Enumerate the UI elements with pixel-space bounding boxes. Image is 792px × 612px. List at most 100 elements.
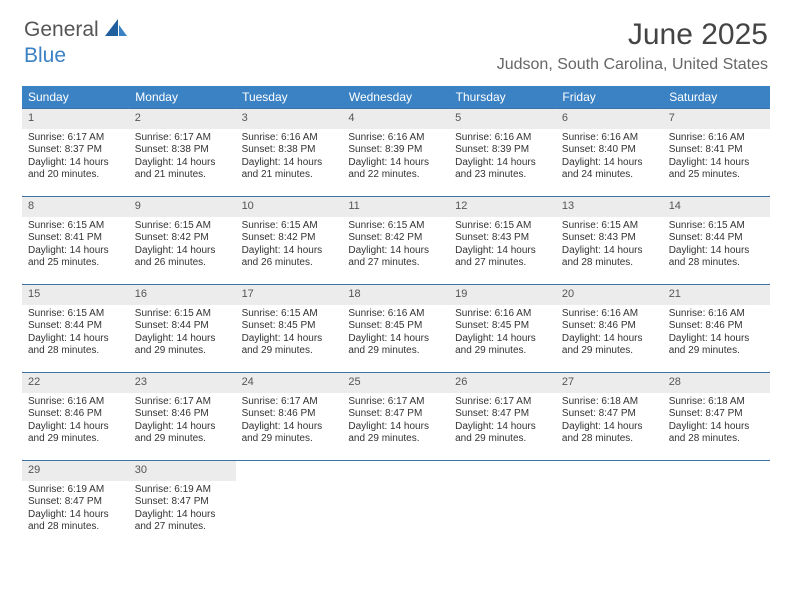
daylight-line: Daylight: 14 hours and 29 minutes. (135, 333, 230, 358)
logo-text-blue-wrap: Blue (26, 44, 66, 68)
sunrise-line: Sunrise: 6:17 AM (135, 396, 230, 409)
day-content: Sunrise: 6:16 AMSunset: 8:46 PMDaylight:… (663, 305, 770, 362)
daylight-line: Daylight: 14 hours and 23 minutes. (455, 157, 550, 182)
weekday-header: Tuesday (236, 86, 343, 109)
day-number: 15 (22, 285, 129, 305)
calendar-cell: 16Sunrise: 6:15 AMSunset: 8:44 PMDayligh… (129, 285, 236, 373)
sunrise-line: Sunrise: 6:18 AM (669, 396, 764, 409)
daylight-line: Daylight: 14 hours and 29 minutes. (669, 333, 764, 358)
calendar-cell: 8Sunrise: 6:15 AMSunset: 8:41 PMDaylight… (22, 197, 129, 285)
day-number: 25 (342, 373, 449, 393)
calendar-cell (342, 461, 449, 549)
sunset-line: Sunset: 8:38 PM (242, 144, 337, 157)
day-content: Sunrise: 6:16 AMSunset: 8:45 PMDaylight:… (449, 305, 556, 362)
calendar-cell: 14Sunrise: 6:15 AMSunset: 8:44 PMDayligh… (663, 197, 770, 285)
daylight-line: Daylight: 14 hours and 27 minutes. (348, 245, 443, 270)
day-content: Sunrise: 6:15 AMSunset: 8:42 PMDaylight:… (129, 217, 236, 274)
sunrise-line: Sunrise: 6:16 AM (669, 308, 764, 321)
day-content: Sunrise: 6:17 AMSunset: 8:37 PMDaylight:… (22, 129, 129, 186)
sunrise-line: Sunrise: 6:17 AM (242, 396, 337, 409)
sunrise-line: Sunrise: 6:15 AM (28, 220, 123, 233)
calendar-cell: 26Sunrise: 6:17 AMSunset: 8:47 PMDayligh… (449, 373, 556, 461)
sunrise-line: Sunrise: 6:16 AM (28, 396, 123, 409)
calendar-cell: 25Sunrise: 6:17 AMSunset: 8:47 PMDayligh… (342, 373, 449, 461)
sunrise-line: Sunrise: 6:15 AM (242, 308, 337, 321)
sunset-line: Sunset: 8:47 PM (669, 408, 764, 421)
calendar-cell: 21Sunrise: 6:16 AMSunset: 8:46 PMDayligh… (663, 285, 770, 373)
daylight-line: Daylight: 14 hours and 29 minutes. (242, 333, 337, 358)
calendar-cell (663, 461, 770, 549)
day-number: 12 (449, 197, 556, 217)
day-number: 6 (556, 109, 663, 129)
calendar-cell: 18Sunrise: 6:16 AMSunset: 8:45 PMDayligh… (342, 285, 449, 373)
day-content: Sunrise: 6:15 AMSunset: 8:43 PMDaylight:… (556, 217, 663, 274)
calendar-cell: 27Sunrise: 6:18 AMSunset: 8:47 PMDayligh… (556, 373, 663, 461)
daylight-line: Daylight: 14 hours and 28 minutes. (669, 421, 764, 446)
calendar-cell: 7Sunrise: 6:16 AMSunset: 8:41 PMDaylight… (663, 109, 770, 197)
calendar-cell (236, 461, 343, 549)
sunrise-line: Sunrise: 6:16 AM (562, 308, 657, 321)
day-number: 7 (663, 109, 770, 129)
sunset-line: Sunset: 8:43 PM (562, 232, 657, 245)
daylight-line: Daylight: 14 hours and 29 minutes. (348, 333, 443, 358)
calendar-cell: 17Sunrise: 6:15 AMSunset: 8:45 PMDayligh… (236, 285, 343, 373)
day-content: Sunrise: 6:15 AMSunset: 8:42 PMDaylight:… (342, 217, 449, 274)
calendar-body: 1Sunrise: 6:17 AMSunset: 8:37 PMDaylight… (22, 109, 770, 549)
daylight-line: Daylight: 14 hours and 29 minutes. (348, 421, 443, 446)
day-content: Sunrise: 6:16 AMSunset: 8:39 PMDaylight:… (449, 129, 556, 186)
daylight-line: Daylight: 14 hours and 28 minutes. (562, 421, 657, 446)
day-content: Sunrise: 6:19 AMSunset: 8:47 PMDaylight:… (129, 481, 236, 538)
calendar-row: 8Sunrise: 6:15 AMSunset: 8:41 PMDaylight… (22, 197, 770, 285)
sunset-line: Sunset: 8:45 PM (455, 320, 550, 333)
sunset-line: Sunset: 8:46 PM (242, 408, 337, 421)
logo-text-blue: Blue (24, 44, 66, 67)
calendar-cell: 20Sunrise: 6:16 AMSunset: 8:46 PMDayligh… (556, 285, 663, 373)
month-title: June 2025 (497, 18, 768, 52)
sunrise-line: Sunrise: 6:19 AM (28, 484, 123, 497)
calendar-cell (449, 461, 556, 549)
calendar-cell (556, 461, 663, 549)
day-number: 27 (556, 373, 663, 393)
calendar-cell: 13Sunrise: 6:15 AMSunset: 8:43 PMDayligh… (556, 197, 663, 285)
daylight-line: Daylight: 14 hours and 29 minutes. (455, 421, 550, 446)
sunset-line: Sunset: 8:45 PM (348, 320, 443, 333)
calendar-cell: 1Sunrise: 6:17 AMSunset: 8:37 PMDaylight… (22, 109, 129, 197)
weekday-header: Friday (556, 86, 663, 109)
daylight-line: Daylight: 14 hours and 29 minutes. (135, 421, 230, 446)
daylight-line: Daylight: 14 hours and 28 minutes. (28, 509, 123, 534)
calendar-cell: 4Sunrise: 6:16 AMSunset: 8:39 PMDaylight… (342, 109, 449, 197)
logo-sail-icon (105, 19, 127, 42)
day-number: 14 (663, 197, 770, 217)
sunrise-line: Sunrise: 6:15 AM (455, 220, 550, 233)
day-content: Sunrise: 6:18 AMSunset: 8:47 PMDaylight:… (663, 393, 770, 450)
sunset-line: Sunset: 8:42 PM (348, 232, 443, 245)
sunset-line: Sunset: 8:44 PM (135, 320, 230, 333)
day-content: Sunrise: 6:17 AMSunset: 8:47 PMDaylight:… (449, 393, 556, 450)
day-content: Sunrise: 6:17 AMSunset: 8:47 PMDaylight:… (342, 393, 449, 450)
day-content: Sunrise: 6:16 AMSunset: 8:39 PMDaylight:… (342, 129, 449, 186)
day-number: 10 (236, 197, 343, 217)
calendar-row: 29Sunrise: 6:19 AMSunset: 8:47 PMDayligh… (22, 461, 770, 549)
calendar-cell: 11Sunrise: 6:15 AMSunset: 8:42 PMDayligh… (342, 197, 449, 285)
day-number: 28 (663, 373, 770, 393)
day-content: Sunrise: 6:16 AMSunset: 8:46 PMDaylight:… (22, 393, 129, 450)
calendar-cell: 30Sunrise: 6:19 AMSunset: 8:47 PMDayligh… (129, 461, 236, 549)
daylight-line: Daylight: 14 hours and 25 minutes. (28, 245, 123, 270)
daylight-line: Daylight: 14 hours and 25 minutes. (669, 157, 764, 182)
sunset-line: Sunset: 8:47 PM (562, 408, 657, 421)
day-number: 29 (22, 461, 129, 481)
day-content: Sunrise: 6:17 AMSunset: 8:46 PMDaylight:… (129, 393, 236, 450)
location-subtitle: Judson, South Carolina, United States (497, 56, 768, 74)
sunrise-line: Sunrise: 6:15 AM (348, 220, 443, 233)
day-number: 23 (129, 373, 236, 393)
calendar-cell: 3Sunrise: 6:16 AMSunset: 8:38 PMDaylight… (236, 109, 343, 197)
day-number: 24 (236, 373, 343, 393)
calendar-row: 15Sunrise: 6:15 AMSunset: 8:44 PMDayligh… (22, 285, 770, 373)
sunrise-line: Sunrise: 6:16 AM (348, 132, 443, 145)
sunrise-line: Sunrise: 6:16 AM (348, 308, 443, 321)
daylight-line: Daylight: 14 hours and 29 minutes. (28, 421, 123, 446)
calendar-cell: 10Sunrise: 6:15 AMSunset: 8:42 PMDayligh… (236, 197, 343, 285)
sunset-line: Sunset: 8:43 PM (455, 232, 550, 245)
day-content: Sunrise: 6:16 AMSunset: 8:45 PMDaylight:… (342, 305, 449, 362)
sunset-line: Sunset: 8:44 PM (669, 232, 764, 245)
